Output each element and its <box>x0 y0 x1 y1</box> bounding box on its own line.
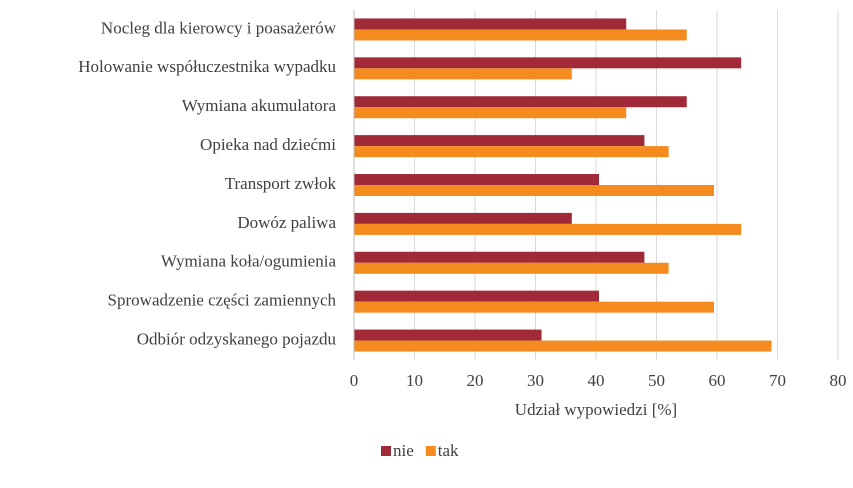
bar <box>354 223 742 235</box>
y-tick-label: Nocleg dla kierowcy i poasażerów <box>101 18 337 37</box>
y-tick-label: Opieka nad dziećmi <box>200 135 336 154</box>
legend-swatch <box>381 446 391 456</box>
bar <box>354 96 687 108</box>
bar <box>354 301 714 313</box>
bar <box>354 146 669 158</box>
y-tick-label: Holowanie współuczestnika wypadku <box>78 57 336 76</box>
x-tick-label: 30 <box>527 371 544 390</box>
x-tick-label: 60 <box>709 371 726 390</box>
x-tick-label: 40 <box>588 371 605 390</box>
bar <box>354 174 600 185</box>
y-tick-label: Wymiana koła/ogumienia <box>161 252 337 271</box>
legend-label: nie <box>393 441 414 460</box>
y-tick-label: Wymiana akumulatora <box>182 96 337 115</box>
bar <box>354 329 542 341</box>
x-tick-label: 20 <box>467 371 484 390</box>
bar <box>354 262 669 274</box>
bar <box>354 185 714 196</box>
y-tick-label: Odbiór odzyskanego pojazdu <box>137 329 337 348</box>
x-axis-title: Udział wypowiedzi [%] <box>515 400 677 419</box>
bar <box>354 251 645 263</box>
bar <box>354 107 627 119</box>
bar <box>354 340 772 352</box>
bar <box>354 68 572 80</box>
bar <box>354 57 742 69</box>
legend-label: tak <box>438 441 459 460</box>
bar <box>354 18 627 30</box>
x-tick-label: 50 <box>648 371 665 390</box>
y-tick-label: Dowóz paliwa <box>237 213 336 232</box>
y-tick-label: Sprowadzenie części zamiennych <box>108 291 337 310</box>
legend-swatch <box>425 446 436 456</box>
x-tick-label: 0 <box>350 371 359 390</box>
bar <box>354 212 572 224</box>
bar <box>354 135 645 147</box>
x-tick-label: 70 <box>769 371 786 390</box>
y-tick-label: Transport zwłok <box>225 174 337 193</box>
bar <box>354 29 687 41</box>
bar <box>354 290 600 302</box>
x-tick-label: 80 <box>830 371 847 390</box>
x-tick-label: 10 <box>406 371 423 390</box>
